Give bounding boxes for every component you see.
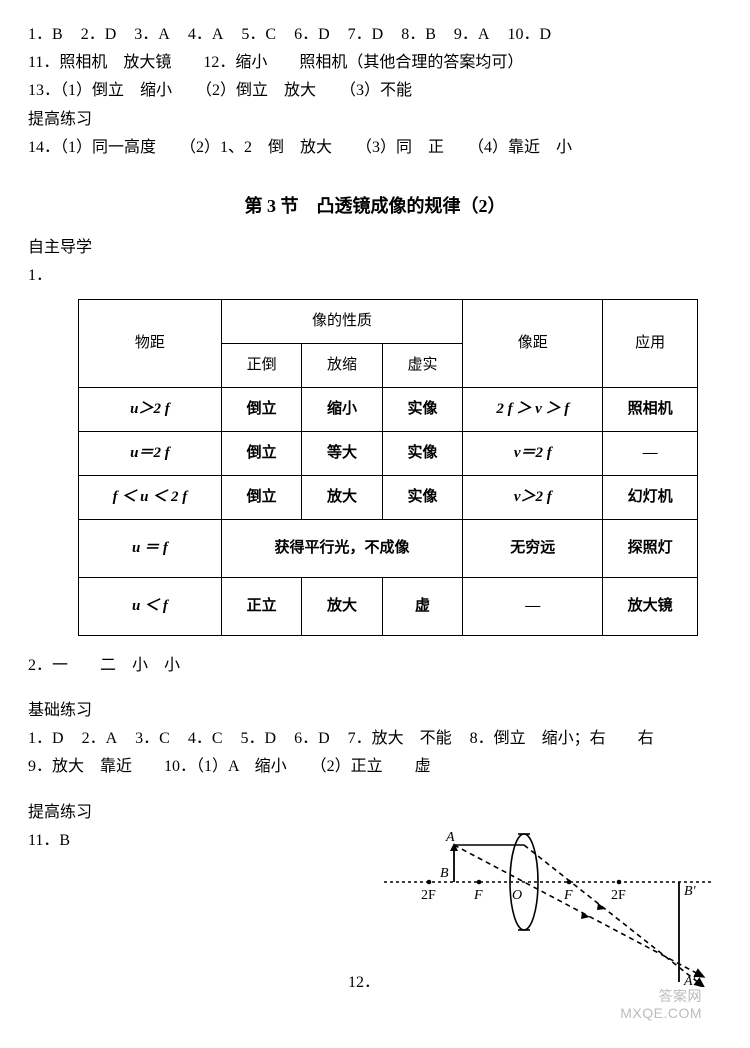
table-row: f ＜ u ＜ 2 f 倒立 放大 实像 v＞2 f 幻灯机: [79, 475, 698, 519]
table-row: u＝2 f 倒立 等大 实像 v＝2 f —: [79, 431, 698, 475]
q12-label: 12．: [348, 974, 380, 991]
heading-basic: 基础练习: [28, 697, 722, 724]
heading-advanced-top: 提高练习: [28, 106, 722, 133]
label-A: A: [445, 830, 455, 845]
study-number: 1．: [28, 262, 722, 289]
after-table-line: 2．一 二 小 小: [28, 652, 722, 679]
label-2F2: 2F: [611, 888, 626, 903]
basic-line-2: 9．放大 靠近 10．（1）A 缩小 （2）正立 虚: [28, 753, 722, 780]
answers-line-3: 13．（1）倒立 缩小 （2）倒立 放大 （3）不能: [28, 77, 722, 104]
label-Ap: A′: [683, 974, 697, 987]
label-F: F: [473, 888, 483, 903]
answers-line-2: 11．照相机 放大镜 12．缩小 照相机（其他合理的答案均可）: [28, 49, 722, 76]
table-row: u ＜ f 正立 放大 虚 — 放大镜: [79, 577, 698, 635]
th-object-distance: 物距: [79, 299, 222, 387]
label-O: O: [512, 888, 522, 903]
th-image-properties: 像的性质: [221, 299, 462, 343]
lens-table: 物距 像的性质 像距 应用 正倒 放缩 虚实 u＞2 f 倒立 缩小 实像 2 …: [78, 299, 698, 636]
th-application: 应用: [603, 299, 698, 387]
table-row: u＞2 f 倒立 缩小 实像 2 f ＞ v ＞ f 照相机: [79, 387, 698, 431]
table-row: u ＝ f 获得平行光，不成像 无穷远 探照灯: [79, 519, 698, 577]
label-Bp: B′: [684, 884, 697, 899]
label-B: B: [440, 866, 449, 881]
basic-line-1: 1．D2．A3．C4．C5．D6．D7．放大 不能8．倒立 缩小；右 右: [28, 725, 722, 752]
heading-self-study: 自主导学: [28, 234, 722, 261]
th-image-distance: 像距: [463, 299, 603, 387]
label-F2: F: [563, 888, 573, 903]
answers-line-5: 14．（1）同一高度 （2）1、2 倒 放大 （3）同 正 （4）靠近 小: [28, 134, 722, 161]
label-2F: 2F: [421, 888, 436, 903]
watermark: 答案网 MXQE.COM: [620, 988, 702, 1022]
heading-advanced: 提高练习: [28, 799, 722, 826]
th-orientation: 正倒: [221, 343, 301, 387]
lens-diagram: A B 2F F O F 2F B′ A′: [384, 827, 714, 987]
q11-label: 11．B: [28, 832, 70, 849]
th-real: 虚实: [382, 343, 463, 387]
section-title: 第 3 节 凸透镜成像的规律（2）: [28, 191, 722, 222]
th-scale: 放缩: [302, 343, 382, 387]
answers-line-1: 1．B2．D3．A4．A5．C6．D7．D8．B9．A10．D: [28, 21, 722, 48]
